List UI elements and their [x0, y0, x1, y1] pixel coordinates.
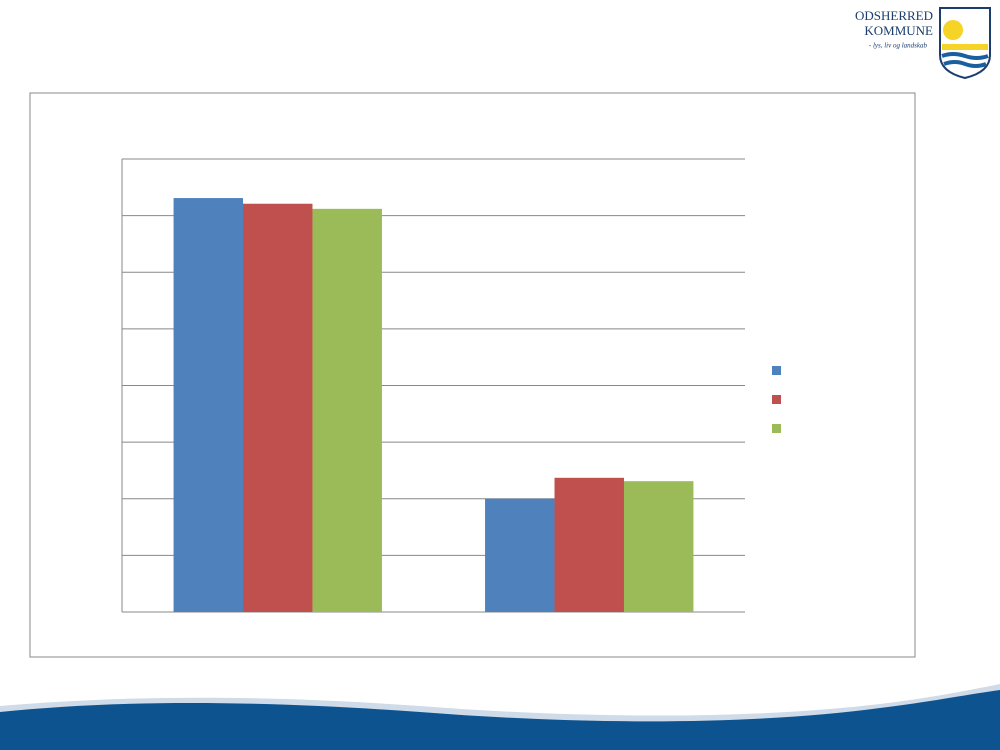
legend-swatch	[772, 366, 781, 375]
chart-frame	[29, 92, 916, 658]
legend-swatch	[772, 424, 781, 433]
wave	[0, 690, 1000, 750]
bar	[554, 477, 624, 612]
logo-name: KOMMUNE	[864, 23, 933, 38]
legend-swatch	[772, 395, 781, 404]
bar	[243, 203, 313, 612]
logo-name: ODSHERRED	[855, 8, 933, 23]
bar	[312, 208, 382, 612]
bar	[485, 498, 555, 612]
logo-tagline: - lys, liv og landskab	[869, 42, 928, 50]
bar	[173, 198, 244, 613]
logo-shield	[939, 7, 991, 80]
bar	[623, 481, 694, 612]
